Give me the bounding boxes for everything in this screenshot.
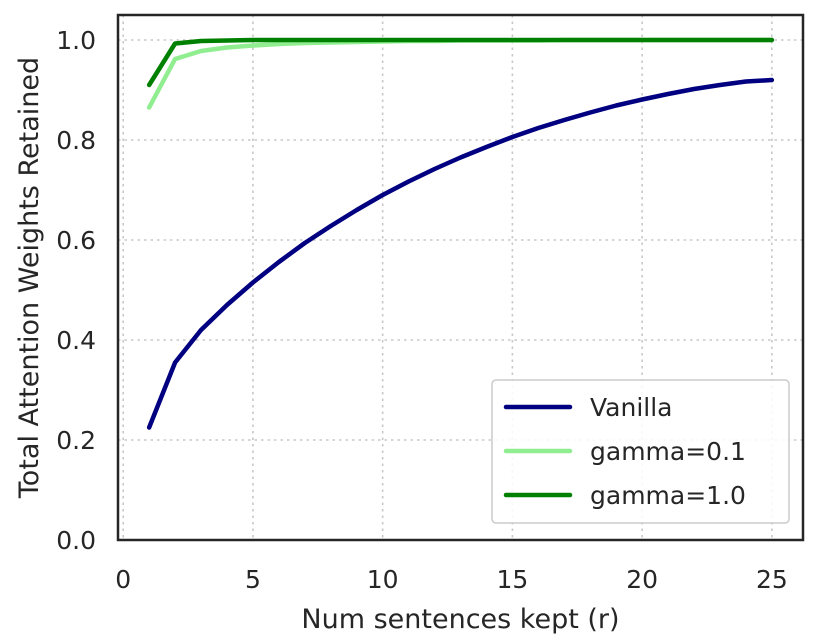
y-tick-label: 1.0	[56, 26, 96, 55]
series-line-gamma-0-1	[146, 37, 775, 110]
x-tick-label: 15	[496, 565, 528, 594]
legend-label: Vanilla	[590, 393, 672, 422]
x-tick-label: 25	[756, 565, 788, 594]
x-tick-label: 0	[115, 565, 131, 594]
x-axis-ticks: 0 5 10 15 20 25	[115, 565, 788, 594]
y-tick-label: 0.4	[56, 326, 96, 355]
y-tick-label: 0.0	[56, 526, 96, 555]
y-tick-label: 0.8	[56, 126, 96, 155]
y-tick-label: 0.6	[56, 226, 96, 255]
legend-label: gamma=0.1	[590, 437, 746, 466]
series-lines	[146, 37, 775, 430]
legend-label: gamma=1.0	[590, 481, 746, 510]
y-tick-label: 0.2	[56, 426, 96, 455]
series-line-vanilla	[146, 77, 775, 430]
x-tick-label: 10	[367, 565, 399, 594]
x-tick-label: 5	[245, 565, 261, 594]
y-axis-ticks: 0.0 0.2 0.4 0.6 0.8 1.0	[56, 26, 96, 555]
series-line-gamma-1-0	[146, 37, 775, 88]
plot-frame	[116, 13, 805, 542]
legend-box	[491, 379, 790, 524]
y-axis-label: Total Attention Weights Retained	[14, 57, 45, 499]
x-tick-label: 20	[626, 565, 658, 594]
legend: Vanilla gamma=0.1 gamma=1.0	[491, 379, 790, 524]
x-axis-label: Num sentences kept (r)	[301, 604, 619, 635]
